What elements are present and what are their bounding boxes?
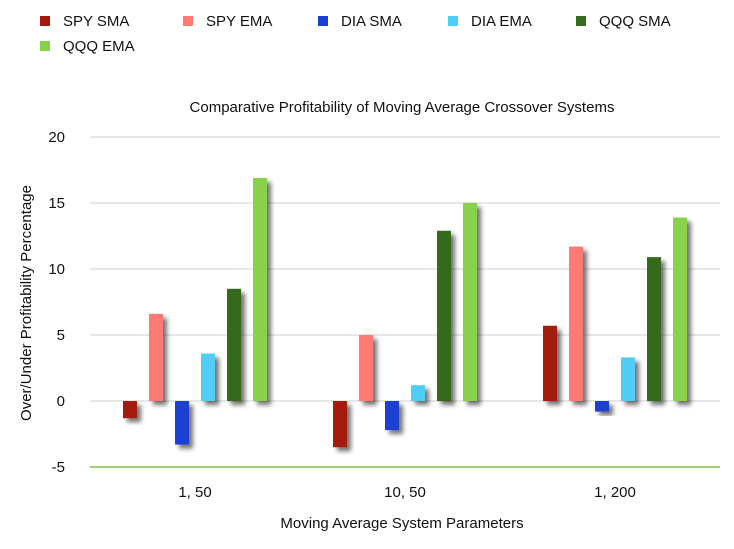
bar xyxy=(149,313,163,401)
y-tick-label: 10 xyxy=(48,261,65,278)
x-axis-label: Moving Average System Parameters xyxy=(280,515,523,532)
grid xyxy=(90,136,720,468)
y-tick-label: 5 xyxy=(57,327,65,344)
bar xyxy=(463,203,477,401)
legend: SPY SMA SPY EMA DIA SMA DIA EMA QQQ SMA QQQ E… xyxy=(40,13,671,55)
bar xyxy=(437,230,451,401)
legend-swatch xyxy=(448,16,458,26)
bar xyxy=(253,177,267,401)
x-tick-label: 10, 50 xyxy=(384,484,426,501)
legend-label: QQQ EMA xyxy=(63,38,135,55)
legend-label: SPY SMA xyxy=(63,13,129,30)
legend-label: DIA SMA xyxy=(341,13,402,30)
y-tick-labels: -5 0 5 10 15 20 xyxy=(48,129,65,476)
bar xyxy=(543,325,557,401)
legend-swatch xyxy=(183,16,193,26)
y-tick-label: 15 xyxy=(48,195,65,212)
legend-swatch xyxy=(318,16,328,26)
bar xyxy=(647,257,661,401)
y-tick-label: 20 xyxy=(48,129,65,146)
chart-title: Comparative Profitability of Moving Aver… xyxy=(190,99,615,116)
legend-swatch xyxy=(40,41,50,51)
legend-swatch xyxy=(40,16,50,26)
x-tick-label: 1, 200 xyxy=(594,484,636,501)
legend-swatch xyxy=(576,16,586,26)
y-tick-label: 0 xyxy=(57,393,65,410)
bar xyxy=(621,357,635,401)
bar xyxy=(411,385,425,401)
legend-label: DIA EMA xyxy=(471,13,532,30)
y-tick-label: -5 xyxy=(52,459,65,476)
bar xyxy=(385,401,399,431)
bar xyxy=(569,246,583,401)
bar xyxy=(359,335,373,401)
y-axis-label: Over/Under Profitability Percentage xyxy=(18,185,35,421)
legend-label: QQQ SMA xyxy=(599,13,671,30)
bar xyxy=(333,401,347,448)
x-tick-label: 1, 50 xyxy=(178,484,211,501)
bar xyxy=(673,217,687,401)
bar xyxy=(201,353,215,401)
bar xyxy=(175,401,189,445)
bar xyxy=(595,401,609,412)
bars xyxy=(123,177,687,448)
bar xyxy=(227,288,241,401)
legend-label: SPY EMA xyxy=(206,13,272,30)
bar xyxy=(123,401,137,419)
x-tick-labels: 1, 50 10, 50 1, 200 xyxy=(178,484,636,501)
